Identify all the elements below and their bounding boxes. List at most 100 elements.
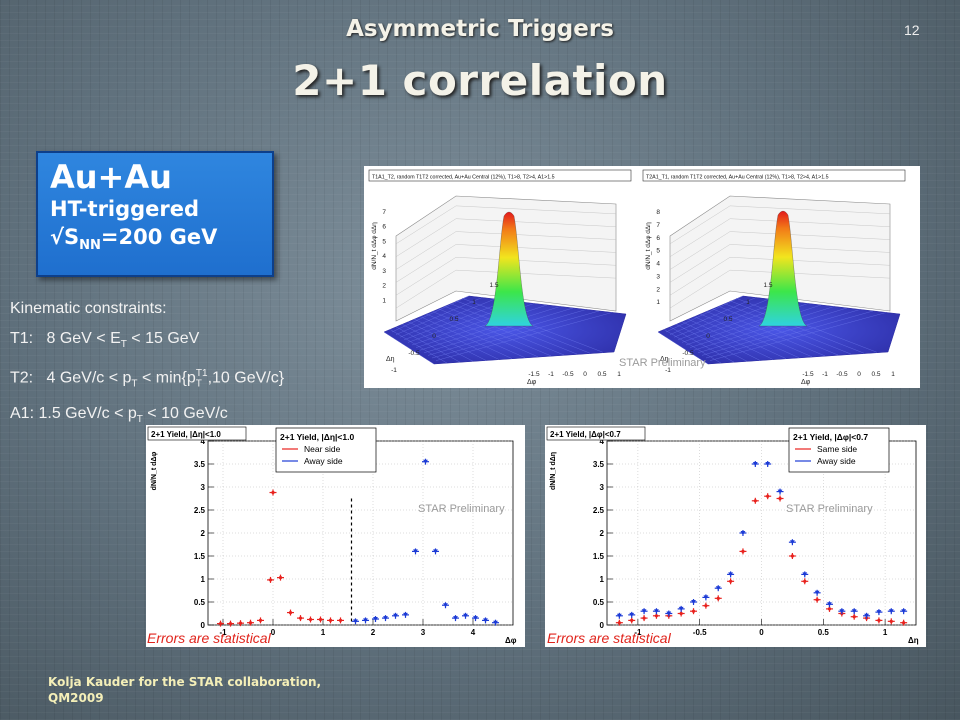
surface-grid-line (455, 244, 617, 253)
data-point-marker (852, 615, 856, 619)
surface-mesh-line (705, 311, 813, 357)
data-point-marker (473, 616, 478, 621)
y-tick-label: 2 (201, 529, 206, 538)
legend-entry: Away side (304, 456, 343, 466)
y-tick-label: 4 (201, 437, 206, 446)
data-point-marker (729, 579, 733, 583)
kinematics-heading: Kinematic constraints: (10, 300, 167, 317)
y-tick-label: 3 (201, 483, 206, 492)
surface-mesh-line (717, 305, 839, 356)
surface-mesh-line (383, 331, 435, 365)
data-point-marker (691, 600, 696, 605)
surface-mesh-line (669, 326, 735, 363)
surface-x-tick: 0 (583, 371, 587, 378)
surface-grid-line (669, 231, 731, 270)
surface-mesh-line (705, 310, 874, 359)
surface-grid-line (729, 257, 891, 266)
surface-mesh-line (699, 313, 800, 358)
data-point-marker (765, 462, 771, 467)
surface-mesh-line (729, 300, 865, 354)
surface-grid-line (729, 269, 891, 279)
surface-grid-line (395, 244, 457, 283)
data-point-marker (433, 549, 438, 554)
surface-mesh-line (455, 300, 591, 354)
surface-z-label: dN/N_t dΔφ dΔη (645, 222, 652, 270)
data-point-marker (641, 609, 647, 614)
y-tick-label: 2 (600, 529, 605, 538)
x-axis-label: Δη (908, 636, 919, 645)
y-tick-label: 0.5 (593, 598, 605, 607)
x-tick-label: -0.5 (693, 628, 707, 637)
y-tick-label: 1 (201, 575, 206, 584)
surface-mesh-line (735, 298, 878, 353)
kinematics-row-t1: T1: 8 GeV < ET < 15 GeV (10, 329, 200, 350)
legend-entry: Same side (817, 444, 857, 454)
y-tick-label: 0 (201, 621, 206, 630)
surface-y-label: Δη (386, 356, 395, 363)
y-axis-label: dN/N_t dΔη (550, 452, 557, 490)
surface-z-tick: 1 (656, 299, 660, 306)
slide-title: 2+1 correlation (292, 56, 668, 105)
y-tick-label: 3 (600, 483, 605, 492)
surface-grid-line (395, 205, 457, 245)
data-point-marker (308, 617, 313, 622)
surface-mesh-line (407, 321, 487, 361)
surface-y-tick: 1 (472, 299, 476, 306)
data-point-marker (453, 616, 458, 621)
surface-grid-line (395, 218, 457, 257)
surface-z-tick: 4 (656, 261, 660, 268)
surface-x-tick: 1 (617, 371, 621, 378)
data-point-marker (268, 578, 273, 582)
data-point-marker (851, 609, 857, 614)
y-tick-label: 2.5 (593, 506, 605, 515)
surface-mesh-line (665, 295, 744, 333)
data-point-marker (463, 613, 468, 618)
surface-x-tick: -1.5 (528, 371, 540, 378)
data-point-marker (740, 531, 746, 536)
trigger-label: HT-triggered (50, 197, 200, 221)
data-point-marker (630, 618, 634, 622)
surface-mesh-line (427, 309, 587, 356)
data-point-marker (363, 618, 368, 623)
data-point-marker (716, 596, 720, 600)
y-tick-label: 4 (600, 437, 605, 446)
surface-x-label: Δφ (801, 379, 811, 386)
data-point-marker (383, 616, 388, 621)
plot-title-box (546, 426, 646, 441)
data-point-marker (654, 609, 659, 614)
data-point-marker (629, 612, 635, 618)
errors-note-left: Errors are statistical (147, 630, 271, 646)
surface-mesh-line (401, 324, 474, 362)
surface-z-tick: 2 (382, 283, 386, 290)
data-point-marker (902, 621, 906, 625)
surface-grid-line (395, 231, 457, 270)
surface-grid-line (455, 205, 617, 215)
surface-peak (758, 210, 808, 327)
surface-grid-line (455, 231, 617, 240)
data-point-marker (741, 549, 745, 553)
data-point-marker (876, 610, 882, 615)
surface-mesh-line (413, 318, 500, 360)
errors-note-right: Errors are statistical (547, 630, 671, 646)
data-point-marker (642, 616, 646, 620)
x-axis-label: Δφ (505, 636, 517, 645)
legend-box (788, 427, 890, 473)
surface-x-tick: 0.5 (597, 371, 606, 378)
x-tick-label: 0.5 (818, 628, 830, 637)
data-point-marker (814, 590, 820, 595)
x-tick-label: 1 (883, 628, 888, 637)
surface-mesh-line (681, 321, 761, 361)
surface-z-tick: 3 (656, 273, 660, 280)
surface-y-tick: 1.5 (489, 282, 498, 289)
data-point-marker (753, 499, 757, 503)
surface-z-tick: 6 (656, 235, 660, 242)
surface-z-tick: 6 (382, 224, 386, 231)
surface-mesh-line (419, 306, 561, 351)
data-point-marker (443, 603, 448, 608)
data-point-marker (666, 611, 672, 616)
y-tick-label: 3.5 (593, 460, 605, 469)
slide-number: 12 (904, 22, 920, 38)
surface-mesh-line (701, 309, 861, 356)
watermark-deta: STAR Preliminary (786, 503, 873, 515)
x-tick-label: -1 (219, 628, 227, 637)
